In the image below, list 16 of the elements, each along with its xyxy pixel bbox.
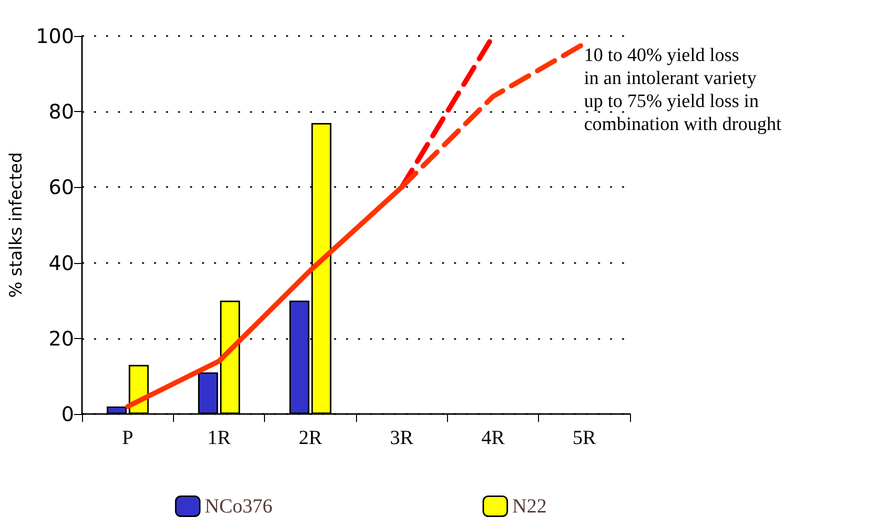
y-tick-label: 40 xyxy=(48,250,74,275)
y-tick-label: 60 xyxy=(48,175,74,200)
y-tick-label: 0 xyxy=(61,402,74,426)
x-tick-label: P xyxy=(122,427,134,449)
x-tick-label: 5R xyxy=(572,427,597,449)
x-tick-label: 4R xyxy=(481,427,506,449)
y-axis-title: % stalks infected xyxy=(6,152,26,298)
y-tick-label: 20 xyxy=(48,326,74,350)
legend-label: NCo376 xyxy=(204,495,273,518)
x-tick-label: 1R xyxy=(207,427,232,449)
annotation: 10 to 40% yield loss in an intolerant variety up to 75% yield loss in combination with drought xyxy=(584,45,782,135)
y-tick-label: 100 xyxy=(36,24,74,48)
x-tick-label: 2R xyxy=(298,427,323,449)
y-tick-label: 80 xyxy=(48,100,74,124)
legend-label: N22 xyxy=(512,495,547,518)
x-tick-label: 3R xyxy=(390,427,414,449)
